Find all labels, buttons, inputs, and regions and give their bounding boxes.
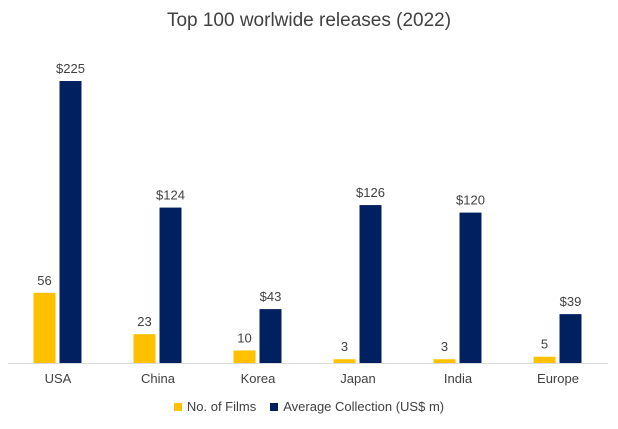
bar-films <box>533 356 556 363</box>
x-tick-label: India <box>444 371 473 386</box>
legend-item: Average Collection (US$ m) <box>270 399 444 414</box>
bar-films <box>333 359 356 363</box>
bar-collection <box>159 207 182 363</box>
x-tick-label: USA <box>45 371 72 386</box>
bar-films <box>133 334 156 363</box>
bar-films <box>233 350 256 363</box>
legend-swatch <box>173 402 182 411</box>
bar-collection <box>359 205 382 363</box>
legend-label: No. of Films <box>186 399 257 414</box>
data-label: $120 <box>456 193 485 208</box>
data-label: $39 <box>560 294 582 309</box>
legend-item: No. of Films <box>173 399 257 414</box>
data-label: $126 <box>356 185 385 200</box>
legend: No. of Films Average Collection (US$ m) <box>0 399 618 414</box>
bar-collection <box>59 81 82 363</box>
data-label: 56 <box>37 273 51 288</box>
bar-collection <box>259 309 282 363</box>
x-tick-label: China <box>141 371 176 386</box>
data-label: 3 <box>441 339 448 354</box>
bar-films <box>33 292 56 363</box>
data-label: 5 <box>541 337 548 352</box>
data-label: 10 <box>237 330 251 345</box>
data-label: $124 <box>156 188 185 203</box>
data-label: $43 <box>260 289 282 304</box>
legend-swatch <box>270 402 279 411</box>
data-label: 23 <box>137 314 151 329</box>
bar-films <box>433 359 456 363</box>
x-tick-label: Korea <box>241 371 276 386</box>
chart-title: Top 100 worlwide releases (2022) <box>166 10 452 31</box>
bar-collection <box>559 314 582 363</box>
x-tick-label: Japan <box>340 371 375 386</box>
bar-collection <box>459 212 482 363</box>
data-label: 3 <box>341 339 348 354</box>
x-tick-label: Europe <box>537 371 579 386</box>
legend-label: Average Collection (US$ m) <box>283 399 445 414</box>
data-label: $225 <box>56 61 85 76</box>
